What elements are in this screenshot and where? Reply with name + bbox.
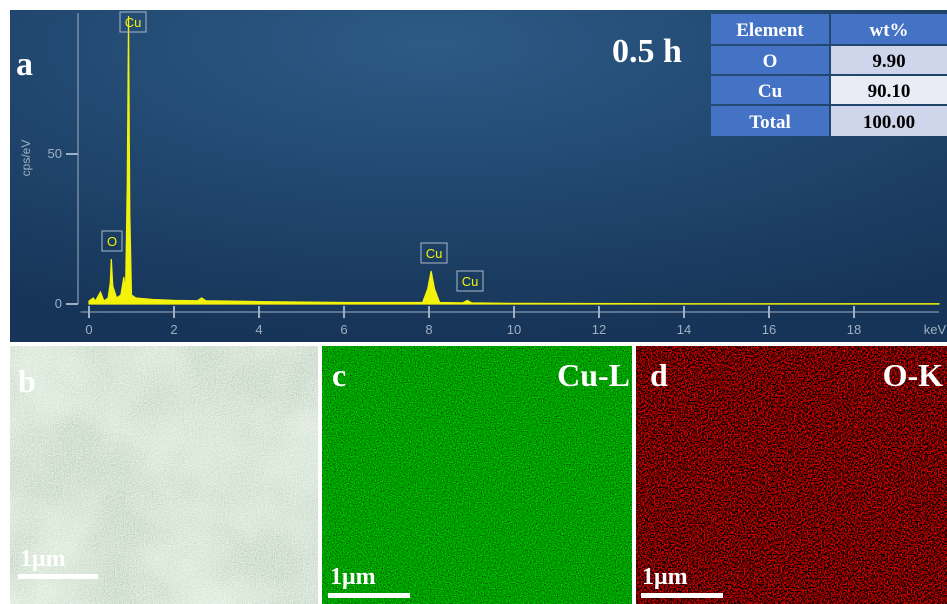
page: a 0.5 h cps/eV keV Element wt% O 9.90 Cu… bbox=[0, 0, 947, 604]
time-label: 0.5 h bbox=[612, 33, 682, 70]
scale-label: 1μm bbox=[642, 564, 688, 590]
cell-text: 90.10 bbox=[868, 81, 911, 102]
header-text: Element bbox=[736, 20, 804, 41]
x-tick-label: 2 bbox=[170, 322, 177, 337]
cell-text: O bbox=[763, 51, 778, 72]
cell-text: 9.90 bbox=[872, 51, 905, 72]
scale-bar bbox=[641, 593, 723, 598]
x-axis-label: keV bbox=[924, 322, 947, 337]
x-tick-label: 16 bbox=[762, 322, 776, 337]
cell-text: 100.00 bbox=[863, 112, 915, 133]
x-tick-label: 6 bbox=[340, 322, 347, 337]
header-text: wt% bbox=[869, 20, 908, 41]
element-label: O-K bbox=[883, 357, 944, 393]
element-label: Cu-L bbox=[557, 357, 630, 393]
panel-letter: c bbox=[332, 357, 346, 393]
scale-bar bbox=[18, 574, 98, 579]
cell-text: Cu bbox=[758, 81, 783, 102]
x-tick-label: 14 bbox=[677, 322, 691, 337]
x-tick-label: 10 bbox=[507, 322, 521, 337]
scale-bar bbox=[328, 593, 410, 598]
x-tick-label: 0 bbox=[85, 322, 92, 337]
cell-text: Total bbox=[749, 112, 791, 133]
panel-letter: b bbox=[18, 363, 36, 399]
x-tick-label: 4 bbox=[255, 322, 262, 337]
peak-label: O bbox=[107, 234, 117, 249]
y-tick-label: 0 bbox=[55, 296, 62, 311]
figure: a 0.5 h cps/eV keV Element wt% O 9.90 Cu… bbox=[0, 0, 947, 604]
x-tick-label: 12 bbox=[592, 322, 606, 337]
scale-label: 1μm bbox=[330, 564, 376, 590]
peak-label: Cu bbox=[125, 15, 142, 30]
peak-label: Cu bbox=[462, 274, 479, 289]
y-axis-label: cps/eV bbox=[19, 140, 33, 177]
peak-label: Cu bbox=[426, 246, 443, 261]
x-tick-label: 8 bbox=[425, 322, 432, 337]
scale-label: 1μm bbox=[20, 546, 66, 572]
panel-letter: d bbox=[650, 357, 668, 393]
x-tick-label: 18 bbox=[847, 322, 861, 337]
panel-letter: a bbox=[16, 46, 33, 83]
y-tick-label: 50 bbox=[48, 146, 62, 161]
